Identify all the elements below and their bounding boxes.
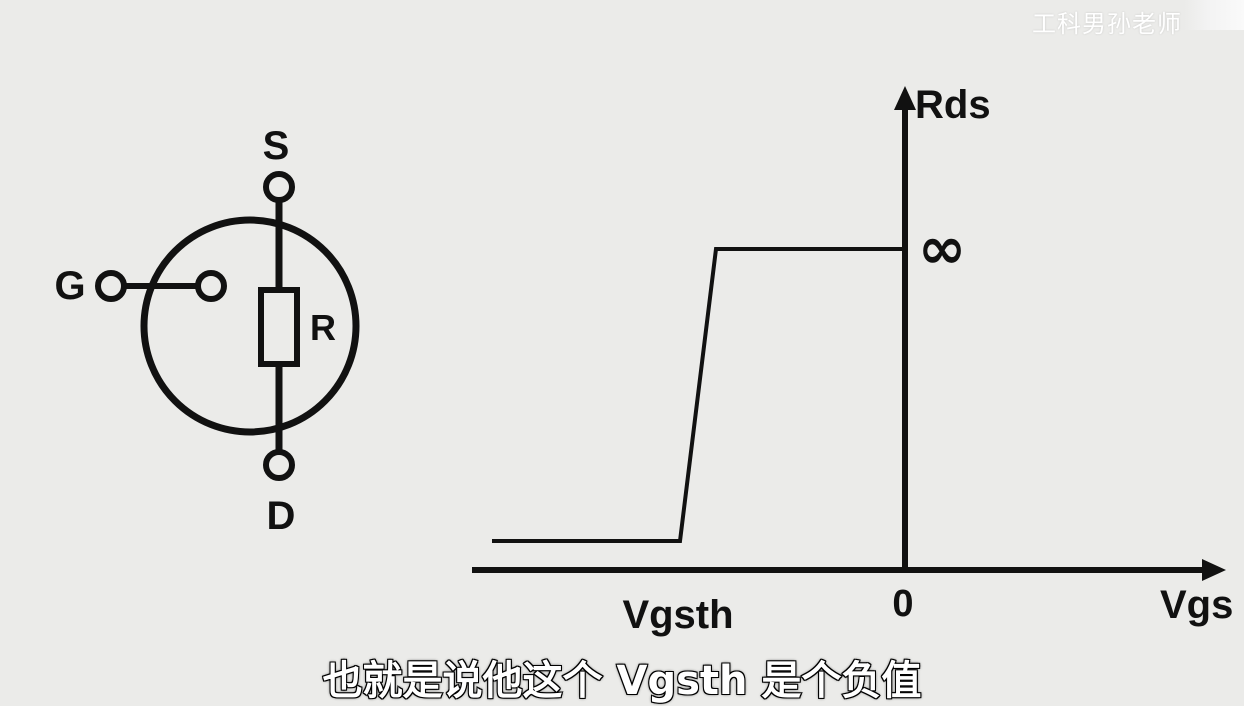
rds-vgs-graph: Rds Vgs 0 Vgsth ∞ xyxy=(472,83,1233,637)
symbol-body-circle xyxy=(140,216,360,436)
gate-terminal-inner xyxy=(195,270,227,302)
channel-watermark: 工科男孙老师 xyxy=(1032,10,1182,38)
source-label: S xyxy=(263,124,290,168)
source-terminal xyxy=(263,171,295,203)
origin-label: 0 xyxy=(892,583,913,625)
gate-label: G xyxy=(54,264,85,308)
watermark-strip xyxy=(1184,0,1244,30)
drain-label: D xyxy=(267,494,296,538)
subtitle-caption: 也就是说他这个 Vgsth 是个负值 xyxy=(322,657,923,705)
x-axis-label: Vgs xyxy=(1160,583,1233,627)
mosfet-symbol: S G D R xyxy=(54,124,360,538)
gate-terminal-outer xyxy=(95,270,127,302)
y-axis-label: Rds xyxy=(915,83,991,127)
drain-terminal xyxy=(263,449,295,481)
resistor-label: R xyxy=(310,307,336,348)
x-axis-arrow xyxy=(1202,559,1226,581)
resistor xyxy=(258,287,300,367)
infinity-label: ∞ xyxy=(918,214,966,282)
threshold-label: Vgsth xyxy=(622,593,733,637)
rds-curve xyxy=(492,247,905,543)
y-axis-arrow xyxy=(894,86,916,110)
